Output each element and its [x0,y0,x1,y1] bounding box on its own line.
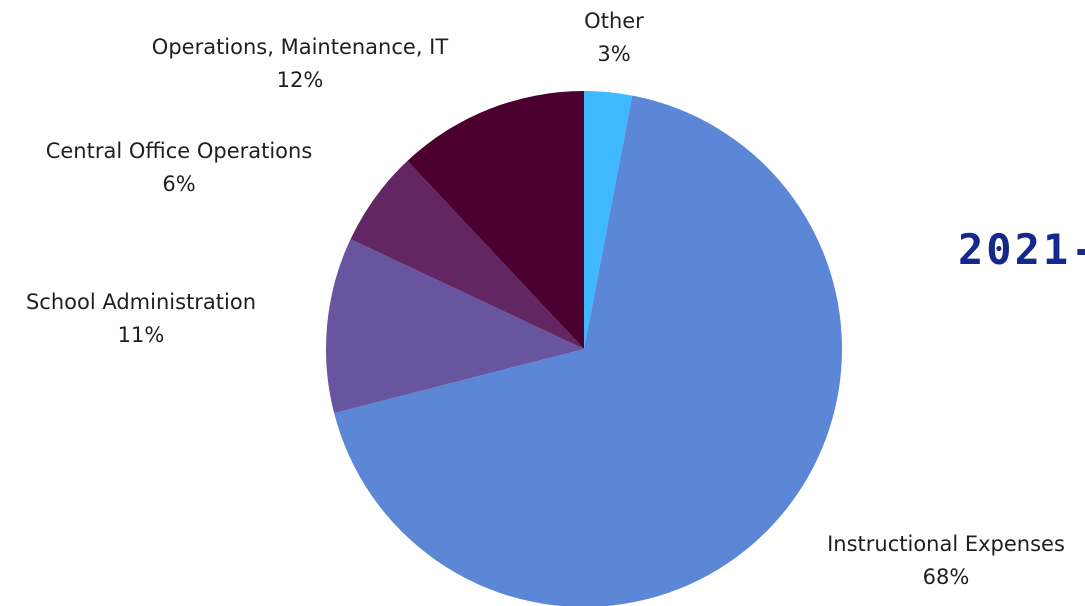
slice-label-instructional-expenses-name: Instructional Expenses [827,532,1065,556]
slice-label-school-administration-value: 11% [117,322,165,347]
slice-label-other: Other 3% [584,5,644,70]
slice-label-operations-maintenance-it-name: Operations, Maintenance, IT [151,35,449,59]
pie-slice-operations-maintenance-it [407,91,584,349]
slice-label-central-office-operations-value: 6% [162,171,196,196]
pie-slices [326,91,842,606]
slice-label-school-administration: School Administration 11% [26,286,256,351]
slice-label-instructional-expenses-value: 68% [922,564,970,589]
slice-label-operations-maintenance-it-value: 12% [276,67,324,92]
slice-label-other-name: Other [584,9,644,33]
pie-slice-instructional-expenses [334,95,842,606]
pie-slice-central-office-operations [350,160,584,349]
pie-slice-other [584,91,633,349]
slice-label-school-administration-name: School Administration [25,290,257,314]
slice-label-instructional-expenses: Instructional Expenses 68% [827,528,1065,593]
pie-slice-school-administration [326,239,584,414]
slice-label-operations-maintenance-it: Operations, Maintenance, IT 12% [152,31,448,96]
slice-label-central-office-operations: Central Office Operations 6% [46,135,313,200]
slice-label-central-office-operations-name: Central Office Operations [45,139,313,163]
slice-label-other-value: 3% [597,41,631,66]
chart-title: 2021-2 [958,225,1085,274]
